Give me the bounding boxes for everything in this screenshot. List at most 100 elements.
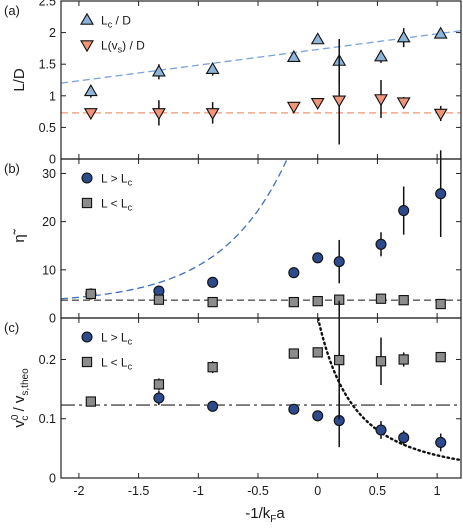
x-axis-label-tail: a <box>276 505 285 522</box>
legend-label-main: L < L <box>101 197 128 211</box>
x-tick-label: 0 <box>314 484 321 498</box>
y-axis-label-main: v <box>11 420 28 428</box>
data-point <box>286 49 301 62</box>
legend-label-main: L(v <box>101 39 118 53</box>
data-point <box>288 267 300 279</box>
y-axis-label: η̃ <box>11 228 28 242</box>
y-tick-label: 1 <box>49 89 56 103</box>
data-point <box>398 295 409 306</box>
panel-a: 0 0.5 1 1.5 2 2.5 (a) L/D Lc / D L(vs) / D <box>4 0 462 167</box>
y-axis-label: v0c / vs,theo <box>10 368 31 428</box>
y-tick-label: 0.1 <box>39 412 56 426</box>
y-tick-label: 0 <box>49 153 56 167</box>
data-point <box>205 61 220 75</box>
panel-label: (b) <box>4 161 20 176</box>
y-tick-label: 0.2 <box>39 353 56 367</box>
y-tick-label: 2.5 <box>39 0 56 9</box>
plot-frame <box>60 317 462 479</box>
data-point <box>83 84 98 97</box>
panel-c: 00.10.2-2 -1.5 -1 -0.5 0 0.5 1-1/kFa(c)v0c / v… <box>4 300 462 525</box>
data-point <box>375 238 387 250</box>
x-tick-label: -2 <box>73 484 84 498</box>
y-axis-label-mid: / v <box>11 395 28 416</box>
guide-line-1 <box>316 318 461 462</box>
legend-label-sub: c <box>108 20 113 30</box>
legend-label: L > Lc <box>101 172 133 188</box>
panel-b: 0 10 20 30 (b) η̃ L > Lc L < Lc <box>4 150 462 326</box>
data-point <box>153 392 165 404</box>
data-point <box>375 293 387 304</box>
x-tick-label: -1.5 <box>128 484 150 498</box>
data-point <box>435 436 447 448</box>
legend-label: L > Lc <box>101 331 133 347</box>
data-point <box>334 354 345 366</box>
y-tick-label: 30 <box>42 167 56 181</box>
legend-marker <box>81 172 93 184</box>
legend: Lc / D L(vs) / D <box>80 12 145 55</box>
data-point <box>435 298 446 310</box>
data-point <box>288 296 299 308</box>
data-point <box>288 403 300 415</box>
legend-marker <box>81 356 93 368</box>
legend-label-tail: / D <box>112 14 131 28</box>
data-point <box>396 97 411 110</box>
y-tick-label: 0 <box>49 312 56 326</box>
data-point <box>207 400 219 412</box>
series-0 <box>153 390 447 452</box>
data-point <box>151 64 166 77</box>
data-point <box>207 362 218 373</box>
panel-label: (a) <box>4 3 20 18</box>
series-1 <box>83 55 448 145</box>
data-point <box>312 295 323 307</box>
legend-marker <box>81 331 93 343</box>
legend-label: L(vs) / D <box>101 39 145 55</box>
data-point <box>207 276 219 288</box>
data-point <box>153 285 165 297</box>
data-point <box>396 30 411 43</box>
y-axis-label-sub2: s,theo <box>20 368 31 396</box>
guide-line-0 <box>61 30 461 84</box>
data-point <box>207 296 218 308</box>
x-tick-label: 1 <box>434 484 441 498</box>
legend-label-main: L <box>101 14 108 28</box>
data-point <box>312 252 324 264</box>
data-point <box>312 410 324 422</box>
y-axis-label-sup: 0 <box>10 414 21 420</box>
data-point <box>151 108 166 121</box>
series-1 <box>85 300 446 420</box>
legend-label: L < Lc <box>101 197 133 213</box>
data-point <box>85 396 97 407</box>
legend-label: L < Lc <box>101 356 133 372</box>
panel-label: (c) <box>4 320 19 335</box>
data-point <box>83 108 98 121</box>
legend-label-sub: c <box>128 362 133 372</box>
legend-label-sub: s <box>118 45 123 55</box>
data-point <box>310 32 325 45</box>
legend-marker <box>80 40 94 53</box>
series-0 <box>85 150 447 300</box>
legend-label-sub: c <box>128 178 133 188</box>
data-point <box>332 95 347 108</box>
data-point <box>288 348 299 359</box>
data-point <box>435 351 446 363</box>
y-tick-label: 10 <box>42 263 56 277</box>
x-axis-label-sub: F <box>270 514 276 525</box>
data-point <box>153 379 165 390</box>
series-1 <box>85 288 446 310</box>
data-point <box>435 188 447 200</box>
data-point <box>286 101 301 114</box>
legend-label: Lc / D <box>101 14 131 30</box>
data-point <box>85 288 97 300</box>
y-tick-label: 20 <box>42 215 56 229</box>
data-point <box>310 98 325 111</box>
y-tick-label: 0 <box>49 472 56 486</box>
data-point <box>433 26 448 39</box>
data-point <box>433 108 448 121</box>
data-point <box>398 205 410 217</box>
legend-marker <box>81 197 93 209</box>
y-tick-label: 1.5 <box>39 58 56 72</box>
y-tick-label: 0.5 <box>39 121 56 135</box>
legend-label-main: L > L <box>101 172 128 186</box>
legend: L > Lc L < Lc <box>81 331 133 372</box>
